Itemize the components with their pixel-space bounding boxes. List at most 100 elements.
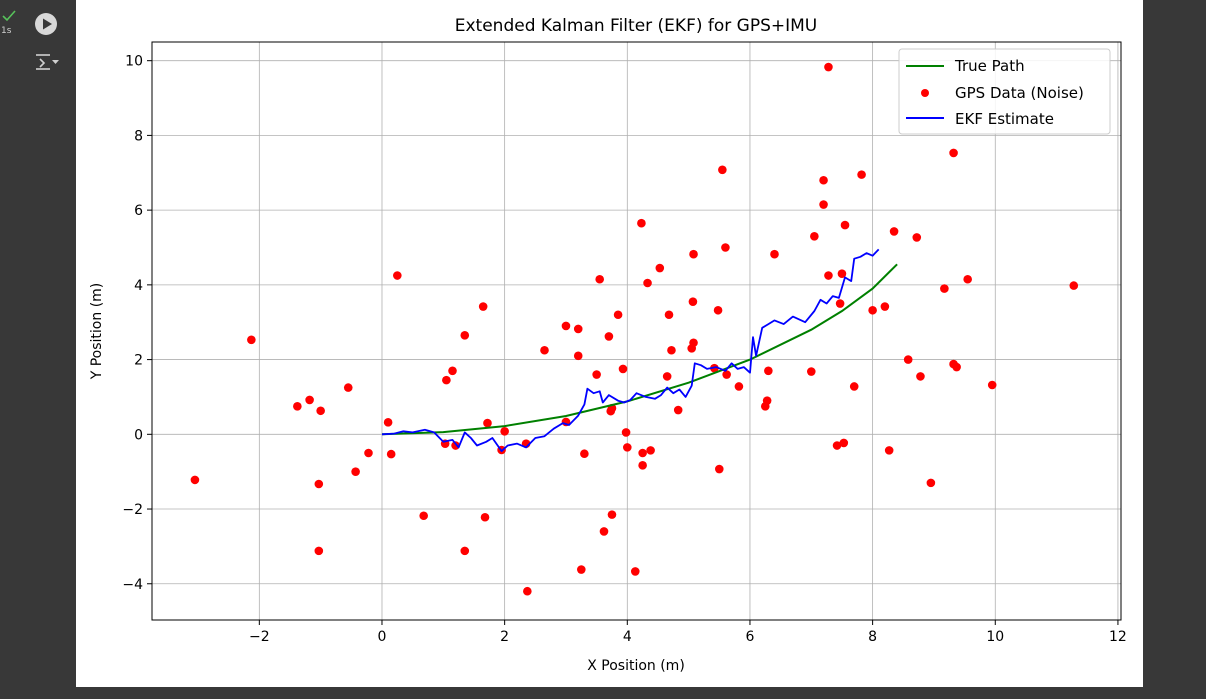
- output-options-button[interactable]: [33, 50, 61, 74]
- gps-point: [190, 475, 200, 485]
- gps-point: [837, 269, 847, 278]
- gps-point: [419, 511, 428, 521]
- gps-point: [840, 220, 850, 230]
- gps-point: [926, 478, 936, 488]
- true-path-line: [381, 263, 898, 436]
- gps-point: [832, 441, 842, 450]
- y-tick-label: 2: [134, 353, 143, 369]
- gps-point: [770, 249, 779, 259]
- gps-point: [1069, 281, 1079, 290]
- gps-point: [621, 428, 631, 437]
- gps-point: [442, 375, 451, 385]
- gps-point: [523, 586, 532, 596]
- gps-point: [655, 263, 665, 273]
- plot-series: [190, 62, 1079, 596]
- gps-point: [689, 249, 698, 259]
- gps-point: [595, 274, 605, 284]
- gps-point: [734, 382, 744, 391]
- ekf-estimate-line: [381, 248, 880, 453]
- gps-point: [667, 345, 676, 355]
- gps-point: [460, 330, 470, 340]
- gps-point: [247, 335, 256, 345]
- gps-point: [448, 366, 457, 376]
- y-tick-label: −2: [122, 502, 143, 518]
- play-icon: [35, 13, 57, 35]
- y-axis-label: Y Position (m): [89, 283, 105, 381]
- gps-point: [903, 355, 913, 364]
- x-tick-label: 0: [378, 629, 387, 645]
- x-tick-label: 10: [986, 629, 1004, 645]
- gps-point: [343, 383, 353, 392]
- execution-time: 1s: [1, 26, 12, 36]
- gps-point: [721, 243, 730, 252]
- legend-true-path: True Path: [954, 57, 1025, 75]
- gps-point: [646, 446, 655, 455]
- y-tick-label: −4: [122, 577, 143, 593]
- gps-point: [351, 467, 360, 476]
- gps-point: [819, 175, 828, 185]
- cell-output: −2 0 2 4 6 8 10 12 −4 −2 0 2 4 6 8 10 Extended Kalman …: [76, 0, 1143, 687]
- gps-point: [688, 297, 698, 306]
- y-tick-label: 0: [134, 427, 143, 443]
- gps-point: [613, 310, 623, 320]
- y-tick-label: 10: [125, 54, 143, 70]
- gps-point: [314, 546, 324, 556]
- x-tick-label: 4: [623, 629, 632, 645]
- gps-point: [835, 299, 845, 308]
- x-axis-ticks: −2 0 2 4 6 8 10 12: [249, 620, 1127, 645]
- gps-point: [762, 396, 772, 405]
- gps-point: [673, 405, 683, 415]
- legend-ekf: EKF Estimate: [955, 110, 1054, 128]
- gps-point: [305, 395, 314, 405]
- x-tick-label: 2: [500, 629, 509, 645]
- gps-point: [839, 438, 849, 448]
- gps-point: [916, 372, 925, 381]
- gps-point: [540, 345, 549, 355]
- gps-point: [949, 148, 958, 158]
- legend: True Path GPS Data (Noise) EKF Estimate: [898, 48, 1111, 135]
- gps-point: [599, 527, 609, 536]
- run-cell-button[interactable]: [34, 12, 58, 36]
- gps-point: [868, 305, 877, 315]
- gps-point: [880, 302, 890, 311]
- gps-point: [580, 449, 589, 459]
- gps-point: [592, 370, 601, 379]
- gps-point: [383, 418, 393, 427]
- x-tick-label: −2: [249, 629, 270, 645]
- plot-frame: [151, 41, 1122, 621]
- gps-point: [662, 372, 672, 381]
- grid-lines: [152, 42, 1121, 620]
- gps-point: [577, 565, 586, 574]
- y-tick-label: 8: [134, 128, 143, 144]
- legend-gps-swatch: [921, 89, 929, 97]
- gps-point: [638, 461, 647, 470]
- gps-point: [940, 284, 949, 293]
- gps-point: [316, 406, 325, 416]
- gps-point: [607, 510, 617, 519]
- gps-point: [912, 233, 922, 242]
- gps-point: [630, 567, 640, 576]
- gps-point: [824, 271, 833, 280]
- gps-point: [500, 427, 509, 436]
- y-tick-label: 4: [134, 278, 143, 294]
- cell-gutter: [0, 0, 76, 699]
- gps-point: [764, 366, 773, 376]
- gps-point: [314, 479, 324, 489]
- gps-point: [460, 546, 470, 556]
- gps-point: [478, 302, 488, 311]
- gps-point: [810, 231, 819, 241]
- gps-point: [637, 218, 646, 228]
- x-tick-label: 12: [1109, 629, 1127, 645]
- gps-point: [364, 448, 373, 458]
- gps-point: [573, 324, 583, 334]
- gps-point: [664, 310, 674, 320]
- gps-point: [480, 512, 490, 522]
- gps-point: [483, 418, 492, 428]
- gps-point: [643, 278, 652, 288]
- check-icon: [0, 8, 18, 24]
- gps-point: [952, 362, 961, 372]
- gps-point: [714, 464, 724, 474]
- x-axis-label: X Position (m): [587, 658, 685, 674]
- gps-point: [561, 321, 571, 331]
- y-axis-ticks: −4 −2 0 2 4 6 8 10: [122, 54, 152, 593]
